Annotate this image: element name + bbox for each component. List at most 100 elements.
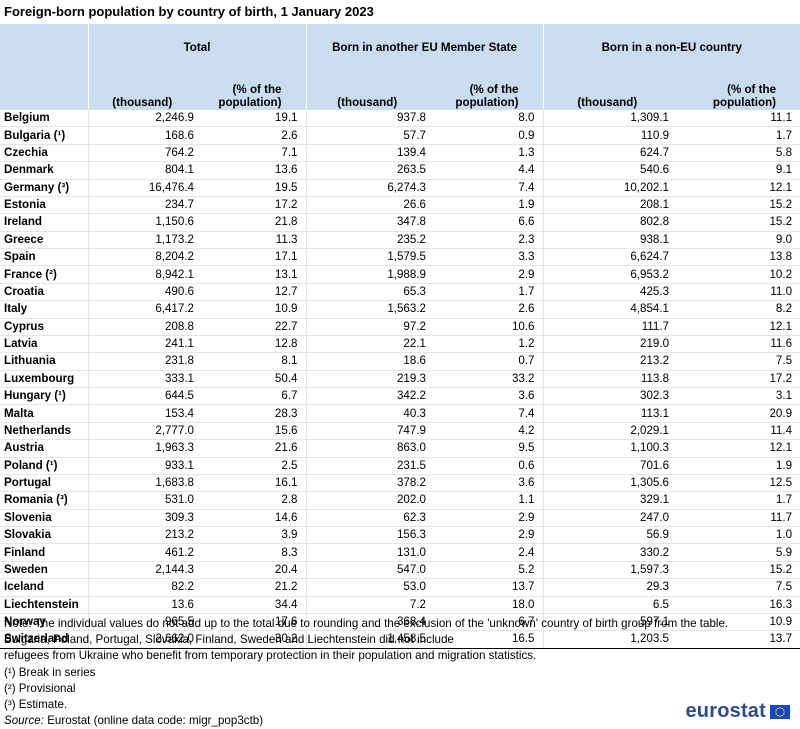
country-name: Belgium [0, 110, 88, 128]
country-name: Hungary (¹) [0, 387, 88, 406]
cell-ne-p: 9.1 [671, 161, 800, 180]
table-row: France (²) 8,942.1 13.1 1,988.9 2.9 6,953.2 10… [0, 265, 800, 284]
header-non-eu-thousand: (thousand) [542, 70, 672, 110]
cell-eu-k: 139.4 [305, 144, 428, 163]
cell-ne-k: 110.9 [542, 126, 672, 145]
cell-eu-k: 1,563.2 [305, 300, 428, 319]
cell-eu-p: 0.6 [428, 457, 544, 475]
cell-ne-p: 1.9 [671, 457, 800, 475]
cell-t-p: 2.6 [196, 126, 306, 145]
table-title: Foreign-born population by country of bi… [4, 4, 374, 19]
table-row: Cyprus 208.8 22.7 97.2 10.6 111.7 12.1 [0, 318, 800, 336]
cell-eu-k: 235.2 [305, 231, 428, 250]
table-row: Romania (³) 531.0 2.8 202.0 1.1 329.1 1.7 [0, 491, 800, 510]
table-row: Hungary (¹) 644.5 6.7 342.2 3.6 302.3 3.1 [0, 387, 800, 406]
cell-ne-k: 113.1 [542, 404, 672, 423]
cell-t-p: 21.6 [196, 439, 306, 458]
table-row: Greece 1,173.2 11.3 235.2 2.3 938.1 9.0 [0, 231, 800, 250]
source-line: Source: Eurostat (online data code: migr… [4, 713, 728, 729]
cell-eu-p: 3.3 [428, 248, 544, 267]
cell-eu-k: 1,988.9 [305, 265, 428, 284]
cell-eu-p: 18.0 [428, 596, 544, 614]
country-name: Spain [0, 248, 88, 267]
cell-ne-k: 624.7 [542, 144, 672, 163]
country-name: Luxembourg [0, 370, 88, 389]
table-row: Finland 461.2 8.3 131.0 2.4 330.2 5.9 [0, 543, 800, 562]
cell-eu-k: 97.2 [305, 318, 428, 336]
country-name: Italy [0, 300, 88, 319]
table-row: Spain 8,204.2 17.1 1,579.5 3.3 6,624.7 13.8 [0, 248, 800, 267]
cell-t-k: 1,963.3 [87, 439, 196, 458]
cell-ne-k: 113.8 [542, 370, 672, 389]
cell-eu-k: 863.0 [305, 439, 428, 458]
table-row: Poland (¹) 933.1 2.5 231.5 0.6 701.6 1.9 [0, 457, 800, 475]
cell-t-p: 34.4 [196, 596, 306, 614]
header-corner [0, 24, 88, 70]
country-name: Denmark [0, 161, 88, 180]
flag-star [781, 707, 783, 709]
cell-eu-p: 9.5 [428, 439, 544, 458]
country-name: France (²) [0, 265, 88, 284]
cell-eu-p: 2.6 [428, 300, 544, 319]
cell-ne-k: 701.6 [542, 457, 672, 475]
table-row: Latvia 241.1 12.8 22.1 1.2 219.0 11.6 [0, 335, 800, 354]
cell-t-k: 2,777.0 [87, 422, 196, 441]
cell-t-p: 12.7 [196, 283, 306, 302]
cell-t-k: 208.8 [87, 318, 196, 336]
header-total-thousand: (thousand) [87, 70, 196, 110]
cell-eu-p: 33.2 [428, 370, 544, 389]
cell-ne-p: 8.2 [671, 300, 800, 319]
cell-eu-k: 7.2 [305, 596, 428, 614]
country-name: Switzerland [0, 630, 88, 649]
cell-ne-k: 597.1 [542, 613, 672, 632]
cell-ne-p: 3.1 [671, 387, 800, 406]
cell-ne-k: 540.6 [542, 161, 672, 180]
cell-eu-p: 13.7 [428, 578, 544, 597]
cell-ne-p: 15.2 [671, 561, 800, 580]
eu-flag-icon [770, 704, 790, 719]
cell-ne-k: 330.2 [542, 543, 672, 562]
cell-t-p: 28.3 [196, 404, 306, 423]
table-row: Denmark 804.1 13.6 263.5 4.4 540.6 9.1 [0, 161, 800, 180]
cell-eu-k: 1,579.5 [305, 248, 428, 267]
cell-t-k: 2,246.9 [87, 110, 196, 128]
cell-ne-k: 219.0 [542, 335, 672, 354]
cell-eu-p: 2.9 [428, 265, 544, 284]
cell-eu-k: 378.2 [305, 474, 428, 493]
source-text: Eurostat (online data code: migr_pop3ctb… [47, 714, 264, 728]
cell-ne-p: 20.9 [671, 404, 800, 423]
table-row: Ireland 1,150.6 21.8 347.8 6.6 802.8 15.2 [0, 213, 800, 232]
cell-t-k: 461.2 [87, 543, 196, 562]
cell-ne-p: 13.8 [671, 248, 800, 267]
header-group-eu: Born in another EU Member State [305, 24, 544, 70]
cell-eu-k: 547.0 [305, 561, 428, 580]
cell-t-k: 764.2 [87, 144, 196, 163]
cell-ne-k: 29.3 [542, 578, 672, 597]
table-row: Switzerland 2,662.0 30.2 1,458.5 16.5 1,203.5… [0, 630, 800, 649]
table-row: Germany (³) 16,476.4 19.5 6,274.3 7.4 10,202.… [0, 179, 800, 197]
table-row: Bulgaria (¹) 168.6 2.6 57.7 0.9 110.9 1.7 [0, 126, 800, 145]
cell-ne-p: 1.7 [671, 126, 800, 145]
cell-t-k: 82.2 [87, 578, 196, 597]
cell-eu-k: 747.9 [305, 422, 428, 441]
cell-eu-k: 347.8 [305, 213, 428, 232]
cell-t-k: 234.7 [87, 196, 196, 215]
cell-eu-p: 6.6 [428, 213, 544, 232]
cell-eu-k: 62.3 [305, 509, 428, 528]
cell-eu-p: 4.4 [428, 161, 544, 180]
country-name: Malta [0, 404, 88, 423]
cell-ne-k: 247.0 [542, 509, 672, 528]
cell-ne-k: 1,203.5 [542, 630, 672, 649]
cell-t-p: 15.6 [196, 422, 306, 441]
cell-t-p: 19.1 [196, 110, 306, 128]
country-name: Greece [0, 231, 88, 250]
header-corner-sub [0, 70, 88, 110]
table-row: Croatia 490.6 12.7 65.3 1.7 425.3 11.0 [0, 283, 800, 302]
cell-ne-p: 12.1 [671, 179, 800, 197]
cell-t-k: 2,144.3 [87, 561, 196, 580]
footnote-break-in-series: (¹) Break in series [4, 665, 96, 679]
country-name: Portugal [0, 474, 88, 493]
cell-eu-k: 937.8 [305, 110, 428, 128]
cell-eu-k: 26.6 [305, 196, 428, 215]
country-name: Germany (³) [0, 179, 88, 197]
